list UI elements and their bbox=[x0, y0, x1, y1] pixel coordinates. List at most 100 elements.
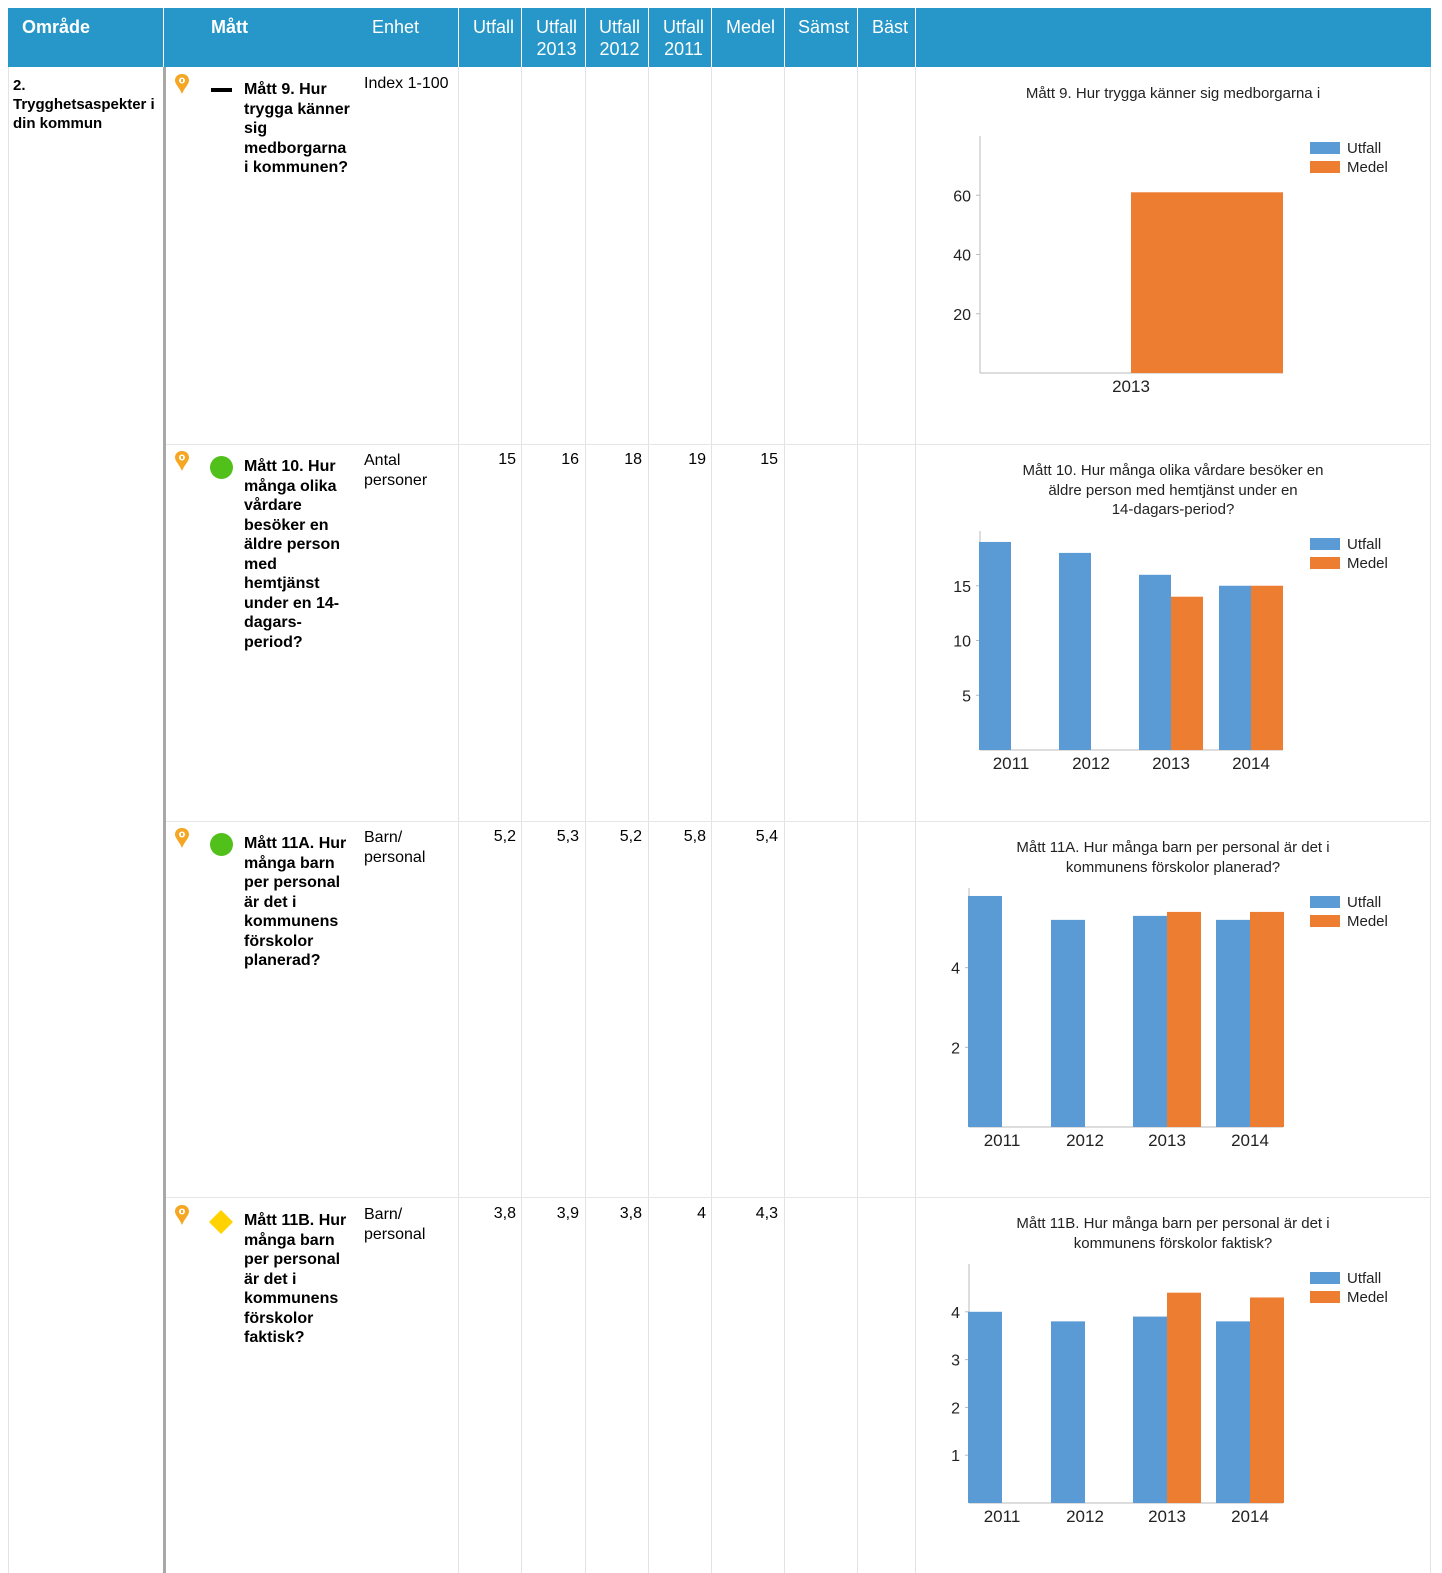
utfall-2012-value: 18 bbox=[624, 451, 642, 468]
bar-utfall-2013 bbox=[1139, 574, 1171, 750]
header-medel[interactable]: Medel bbox=[726, 17, 776, 37]
bar-medel-2014 bbox=[1250, 1297, 1284, 1503]
header-samst[interactable]: Sämst bbox=[798, 17, 850, 37]
chart-matt-10: Mått 10. Hur många olika vårdare besöker… bbox=[953, 462, 1388, 773]
bar-utfall-2011 bbox=[968, 895, 1002, 1127]
bar-utfall-2012 bbox=[1059, 552, 1091, 750]
header-utfall-2013[interactable]: Utfall 2013 bbox=[536, 16, 577, 75]
bar-medel-2013 bbox=[1171, 596, 1203, 750]
chart-title: kommunens förskolor faktisk? bbox=[1074, 1235, 1272, 1252]
legend-label-medel: Medel bbox=[1347, 913, 1388, 930]
header-divider bbox=[857, 8, 858, 67]
x-tick-label: 2013 bbox=[1152, 754, 1190, 773]
bar-medel-2013 bbox=[1167, 911, 1201, 1127]
y-tick-label: 5 bbox=[962, 688, 971, 705]
measure-unit: Barn/ personal bbox=[364, 1206, 426, 1243]
utfall-2012-value: 5,2 bbox=[619, 828, 642, 845]
legend-swatch-utfall bbox=[1310, 896, 1340, 908]
y-tick-label: 2 bbox=[951, 1040, 960, 1057]
column-divider bbox=[458, 67, 459, 1573]
bar-medel-2013 bbox=[1167, 1292, 1201, 1503]
legend-swatch-utfall bbox=[1310, 538, 1340, 550]
location-pin-icon[interactable] bbox=[173, 73, 191, 95]
x-tick-label: 2011 bbox=[984, 1131, 1021, 1150]
utfall-2011-value: 4 bbox=[697, 1205, 706, 1222]
column-divider bbox=[857, 67, 858, 1573]
legend-label-utfall: Utfall bbox=[1347, 1270, 1381, 1287]
y-tick-label: 4 bbox=[951, 1305, 960, 1322]
header-divider bbox=[163, 8, 164, 67]
chart-matt-11b: Mått 11B. Hur många barn per personal är… bbox=[951, 1215, 1388, 1526]
bar-medel-2013 bbox=[1131, 192, 1283, 373]
header-utfall-2013-l2: 2013 bbox=[536, 39, 577, 59]
area-divider bbox=[163, 67, 166, 1573]
utfall-2013-value: 16 bbox=[561, 451, 579, 468]
bar-utfall-2014 bbox=[1219, 585, 1251, 750]
x-tick-label: 2013 bbox=[1148, 1507, 1186, 1526]
header-divider bbox=[784, 8, 785, 67]
y-tick-label: 1 bbox=[951, 1448, 960, 1465]
y-tick-label: 2 bbox=[951, 1400, 960, 1417]
column-divider bbox=[711, 67, 712, 1573]
utfall-value: 5,2 bbox=[493, 828, 516, 845]
utfall-2013-value: 5,3 bbox=[556, 828, 579, 845]
location-pin-icon[interactable] bbox=[173, 450, 191, 472]
bar-utfall-2011 bbox=[968, 1311, 1002, 1503]
legend-label-medel: Medel bbox=[1347, 555, 1388, 572]
row-divider bbox=[166, 444, 1431, 445]
header-enhet[interactable]: Enhet bbox=[372, 17, 420, 37]
x-tick-label: 2012 bbox=[1066, 1131, 1104, 1150]
location-pin-icon[interactable] bbox=[173, 827, 191, 849]
utfall-2011-value: 19 bbox=[688, 451, 706, 468]
y-tick-label: 3 bbox=[951, 1353, 960, 1370]
measure-unit: Barn/ personal bbox=[364, 829, 426, 866]
medel-value: 5,4 bbox=[755, 828, 778, 845]
measure-description: Mått 11B. Hur många barn per personal är… bbox=[244, 1212, 347, 1346]
x-tick-label: 2014 bbox=[1231, 1507, 1269, 1526]
column-divider bbox=[585, 67, 586, 1573]
legend-swatch-medel bbox=[1310, 557, 1340, 569]
bar-utfall-2014 bbox=[1216, 919, 1250, 1127]
row-divider bbox=[166, 1197, 1431, 1198]
column-divider bbox=[648, 67, 649, 1573]
medel-value: 4,3 bbox=[755, 1205, 778, 1222]
legend-swatch-medel bbox=[1310, 161, 1340, 173]
location-pin-icon[interactable] bbox=[173, 1204, 191, 1226]
header-divider bbox=[711, 8, 712, 67]
header-omrade[interactable]: Område bbox=[22, 17, 91, 37]
chart-title: Mått 9. Hur trygga känner sig medborgarn… bbox=[1026, 85, 1320, 102]
y-tick-label: 10 bbox=[953, 634, 971, 651]
legend-label-medel: Medel bbox=[1347, 1289, 1388, 1306]
utfall-value: 3,8 bbox=[493, 1205, 516, 1222]
header-utfall-2013-l1: Utfall bbox=[536, 17, 578, 37]
legend-label-utfall: Utfall bbox=[1347, 140, 1381, 157]
header-utfall-2011-l2: 2011 bbox=[664, 39, 703, 59]
bar-utfall-2011 bbox=[979, 541, 1011, 750]
header-utfall-2011[interactable]: Utfall 2011 bbox=[663, 16, 704, 75]
header-utfall[interactable]: Utfall bbox=[473, 17, 515, 37]
measure-description: Mått 11A. Hur många barn per personal är… bbox=[244, 835, 347, 969]
header-utfall-2012[interactable]: Utfall 2012 bbox=[599, 16, 640, 75]
column-divider bbox=[8, 67, 9, 1573]
header-bast[interactable]: Bäst bbox=[872, 17, 909, 37]
x-tick-label: 2014 bbox=[1231, 1131, 1269, 1150]
legend-swatch-utfall bbox=[1310, 142, 1340, 154]
chart-title: kommunens förskolor planerad? bbox=[1066, 859, 1280, 876]
bar-utfall-2012 bbox=[1051, 919, 1085, 1127]
legend-label-utfall: Utfall bbox=[1347, 894, 1381, 911]
chart-title: 14-dagars-period? bbox=[1112, 501, 1235, 518]
bar-medel-2014 bbox=[1250, 911, 1284, 1127]
header-divider bbox=[585, 8, 586, 67]
y-tick-label: 4 bbox=[951, 961, 960, 978]
area-label: 2. Trygghetsaspekter i din kommun bbox=[13, 77, 155, 132]
legend-swatch-medel bbox=[1310, 1291, 1340, 1303]
y-tick-label: 20 bbox=[953, 307, 971, 324]
chart-matt-11a: Mått 11A. Hur många barn per personal är… bbox=[951, 839, 1388, 1150]
measure-description: Mått 10. Hur många olika vårdare besöker… bbox=[244, 458, 341, 651]
row-divider bbox=[166, 821, 1431, 822]
header-matt[interactable]: Mått bbox=[211, 17, 248, 37]
header-utfall-2012-l1: Utfall bbox=[599, 17, 641, 37]
header-utfall-2011-l1: Utfall bbox=[663, 17, 705, 37]
y-tick-label: 40 bbox=[953, 248, 971, 265]
column-divider bbox=[1430, 67, 1431, 1573]
